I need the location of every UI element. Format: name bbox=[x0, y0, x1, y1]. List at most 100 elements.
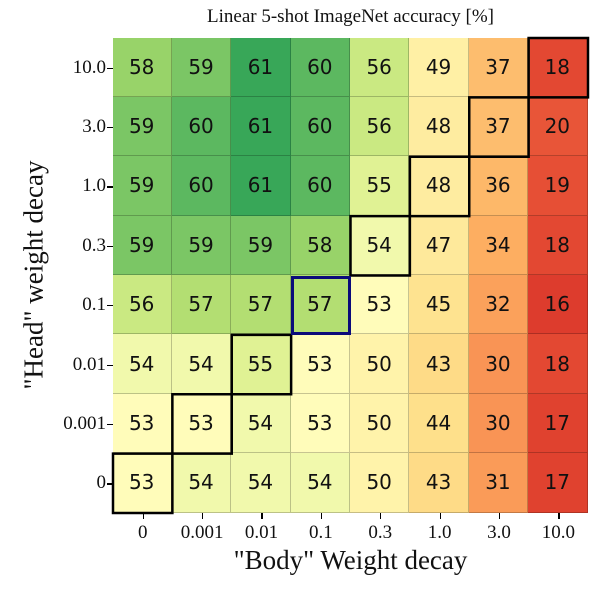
x-tick-mark bbox=[261, 513, 263, 519]
y-tick-mark bbox=[107, 186, 113, 188]
y-tick-mark bbox=[107, 127, 113, 129]
x-tick-label: 0.3 bbox=[368, 522, 393, 543]
heatmap-cell: 55 bbox=[350, 156, 410, 216]
heatmap-cell: 59 bbox=[231, 215, 291, 275]
y-tick-mark bbox=[107, 483, 113, 485]
heatmap-cell: 57 bbox=[290, 275, 350, 335]
heatmap-cell: 59 bbox=[112, 156, 172, 216]
heatmap-cell: 30 bbox=[468, 334, 529, 394]
x-tick-label: 10.0 bbox=[541, 522, 575, 543]
heatmap-cell: 60 bbox=[290, 37, 350, 97]
heatmap-cell: 53 bbox=[290, 334, 350, 394]
heatmap-cell: 60 bbox=[171, 96, 232, 157]
heatmap-cell: 17 bbox=[528, 453, 588, 513]
heatmap-cell: 34 bbox=[468, 215, 529, 275]
heatmap-cell: 48 bbox=[409, 156, 469, 216]
heatmap-cell: 30 bbox=[468, 393, 529, 454]
heatmap-cell: 50 bbox=[350, 334, 410, 394]
heatmap-cell: 48 bbox=[409, 96, 469, 157]
y-tick-mark bbox=[107, 245, 113, 247]
heatmap-cell: 50 bbox=[350, 393, 410, 454]
heatmap-cell: 37 bbox=[468, 37, 529, 97]
x-tick-mark bbox=[142, 513, 144, 519]
heatmap-cell: 53 bbox=[112, 393, 172, 454]
heatmap-cell: 54 bbox=[171, 453, 232, 513]
heatmap-cell: 20 bbox=[528, 96, 588, 157]
heatmap-cell: 56 bbox=[350, 37, 410, 97]
heatmap-cell: 31 bbox=[468, 453, 529, 513]
heatmap-cell: 54 bbox=[290, 453, 350, 513]
heatmap-grid: 58 59 61 60 56 49 37 18 59 60 61 60 56 48 37 20 59 60 61 60… bbox=[112, 37, 588, 513]
heatmap-cell: 61 bbox=[231, 156, 291, 216]
x-tick-mark bbox=[498, 513, 501, 519]
x-tick-label: 0.1 bbox=[308, 522, 333, 543]
x-axis-label: "Body" Weight decay bbox=[233, 545, 468, 575]
y-tick-mark bbox=[107, 423, 113, 426]
y-tick-label: 1.0 bbox=[82, 175, 106, 197]
heatmap-cell: 59 bbox=[171, 37, 232, 97]
x-tick-label: 0.001 bbox=[180, 522, 224, 543]
x-tick-label: 1.0 bbox=[427, 522, 452, 543]
heatmap-cell: 60 bbox=[290, 96, 350, 157]
x-tick-mark bbox=[320, 513, 322, 519]
heatmap-cell: 53 bbox=[290, 393, 350, 454]
heatmap-cell: 54 bbox=[231, 453, 291, 513]
heatmap-cell: 17 bbox=[528, 393, 588, 454]
y-tick-label: 0.001 bbox=[63, 412, 106, 434]
heatmap-cell: 53 bbox=[112, 453, 172, 513]
y-tick-label: 0.01 bbox=[72, 353, 106, 375]
heatmap-cell: 56 bbox=[350, 96, 410, 157]
heatmap-cell: 32 bbox=[468, 275, 529, 335]
heatmap-cell: 19 bbox=[528, 156, 588, 216]
heatmap-cell: 49 bbox=[409, 37, 469, 97]
heatmap-cell: 18 bbox=[528, 37, 588, 97]
heatmap-cell: 16 bbox=[528, 275, 588, 335]
heatmap-cell: 43 bbox=[409, 334, 469, 394]
heatmap-cell: 44 bbox=[409, 393, 469, 454]
chart-title: Linear 5-shot ImageNet accuracy [%] bbox=[207, 6, 494, 27]
heatmap-cell: 61 bbox=[231, 96, 291, 157]
y-tick-label: 0 bbox=[96, 472, 107, 494]
heatmap-cell: 45 bbox=[409, 275, 469, 335]
heatmap-cell: 18 bbox=[528, 334, 588, 394]
heatmap-cell: 53 bbox=[350, 275, 410, 335]
y-tick-label: 0.1 bbox=[82, 294, 106, 316]
heatmap-cell: 56 bbox=[112, 275, 172, 335]
x-tick-label: 0 bbox=[137, 522, 148, 543]
heatmap-cell: 37 bbox=[468, 96, 529, 157]
y-tick-label: 10.0 bbox=[72, 56, 106, 78]
x-tick-mark bbox=[202, 513, 204, 519]
heatmap-cell: 55 bbox=[231, 334, 291, 394]
y-tick-mark bbox=[107, 305, 113, 307]
heatmap-cell: 58 bbox=[290, 215, 350, 275]
heatmap-cell: 59 bbox=[112, 96, 172, 157]
heatmap-cell: 58 bbox=[112, 37, 172, 97]
y-tick-mark bbox=[107, 67, 113, 69]
heatmap-cell: 18 bbox=[528, 215, 588, 275]
heatmap-cell: 54 bbox=[171, 334, 232, 394]
heatmap-cell: 47 bbox=[409, 215, 469, 275]
heatmap-cell: 54 bbox=[350, 215, 410, 275]
heatmap-cell: 54 bbox=[231, 393, 291, 454]
y-tick-mark bbox=[107, 364, 113, 366]
x-tick-mark bbox=[558, 513, 560, 519]
x-tick-mark bbox=[439, 513, 441, 519]
heatmap-cell: 53 bbox=[171, 393, 232, 454]
y-axis-label: "Head" weight decay bbox=[18, 160, 49, 390]
y-tick-label: 0.3 bbox=[82, 234, 106, 256]
heatmap-cell: 59 bbox=[112, 215, 172, 275]
heatmap-cell: 36 bbox=[468, 156, 529, 216]
y-tick-label: 3.0 bbox=[82, 116, 106, 138]
heatmap-cell: 54 bbox=[112, 334, 172, 394]
x-tick-mark bbox=[380, 513, 382, 519]
heatmap-cell: 43 bbox=[409, 453, 469, 513]
x-tick-label: 3.0 bbox=[487, 522, 511, 543]
x-tick-label: 0.01 bbox=[244, 522, 279, 543]
heatmap-cell: 61 bbox=[231, 37, 291, 97]
heatmap-cell: 60 bbox=[290, 156, 350, 216]
heatmap-cell: 57 bbox=[231, 275, 291, 335]
heatmap-cell: 57 bbox=[171, 275, 232, 335]
heatmap-cell: 59 bbox=[171, 215, 232, 275]
heatmap-cell: 50 bbox=[350, 453, 410, 513]
heatmap-cell: 60 bbox=[171, 156, 232, 216]
